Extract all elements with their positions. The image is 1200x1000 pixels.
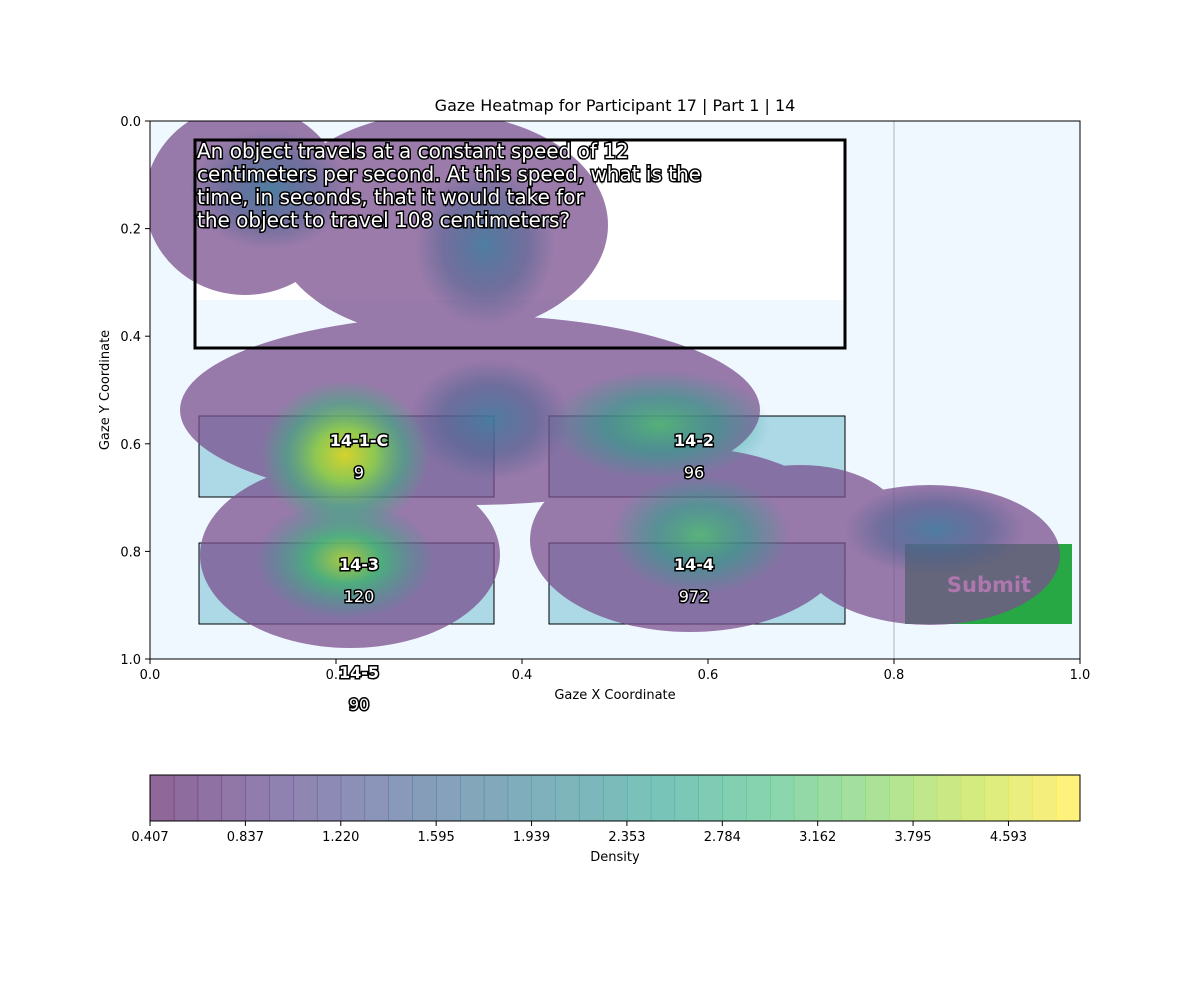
density-spot [845, 485, 1025, 575]
chart-title: Gaze Heatmap for Participant 17 | Part 1… [435, 96, 796, 115]
density-spot [255, 500, 435, 620]
density-spot [415, 165, 555, 325]
colorbar-band [603, 775, 628, 821]
colorbar-tick-label: 0.837 [227, 830, 264, 845]
colorbar-band [293, 775, 318, 821]
colorbar-band [197, 775, 223, 821]
x-tick-label: 0.2 [326, 668, 347, 683]
colorbar-band [173, 775, 199, 821]
density-spot [190, 130, 350, 250]
question-line: An object travels at a constant speed of… [197, 139, 701, 232]
density-spot [410, 360, 570, 480]
colorbar-band [984, 775, 1009, 821]
colorbar-band [436, 775, 461, 821]
x-tick-label: 0.8 [884, 668, 905, 683]
option-id: 14-3 [339, 555, 379, 574]
colorbar-band [650, 775, 676, 821]
x-tick-label: 0.0 [140, 668, 161, 683]
colorbar-band [722, 775, 747, 821]
colorbar-tick-label: 1.939 [513, 830, 550, 845]
colorbar-tick-label: 2.353 [608, 830, 645, 845]
colorbar-band [674, 775, 699, 821]
colorbar-band [507, 775, 533, 821]
density-spot [610, 475, 790, 595]
colorbar-band [460, 775, 485, 821]
x-axis-label: Gaze X Coordinate [554, 688, 675, 703]
x-tick-label: 0.6 [698, 668, 719, 683]
colorbar-band [555, 775, 580, 821]
colorbar-band [889, 775, 914, 821]
colorbar-band [150, 775, 175, 821]
colorbar-band [913, 775, 938, 821]
colorbar-tick-label: 0.407 [131, 830, 168, 845]
option-value: 972 [679, 587, 710, 606]
colorbar-band [936, 775, 962, 821]
submit-label[interactable]: Submit [947, 573, 1031, 597]
option-value: 90 [349, 695, 369, 714]
colorbar-band [746, 775, 771, 821]
colorbar-band [531, 775, 556, 821]
option-value: 9 [354, 463, 364, 482]
colorbar-band [388, 775, 413, 821]
x-tick-label: 0.4 [512, 668, 533, 683]
question-box [193, 138, 847, 350]
colorbar-band [960, 775, 986, 821]
y-tick-label: 0.0 [120, 115, 141, 130]
colorbar-band [269, 775, 294, 821]
colorbar-band [340, 775, 366, 821]
colorbar-band [245, 775, 270, 821]
plot-frame [149, 120, 1081, 660]
colorbar-band [316, 775, 342, 821]
colorbar-tick-label: 1.595 [418, 830, 455, 845]
colorbar-band [626, 775, 652, 821]
colorbar-band [698, 775, 723, 821]
colorbar-band [817, 775, 843, 821]
colorbar-band [483, 775, 509, 821]
colorbar-band [865, 775, 890, 821]
colorbar-frame [149, 774, 1081, 822]
option-id: 14-2 [674, 431, 714, 450]
density-spot [550, 370, 770, 480]
colorbar-tick-label: 4.593 [990, 830, 1027, 845]
colorbar-band [412, 775, 437, 821]
colorbar-band [1056, 775, 1081, 821]
y-tick-label: 0.2 [120, 223, 141, 238]
option-value: 96 [684, 463, 704, 482]
x-tick-label: 1.0 [1070, 668, 1091, 683]
colorbar-tick-label: 2.784 [704, 830, 741, 845]
colorbar-band [841, 775, 866, 821]
y-tick-label: 1.0 [120, 653, 141, 668]
colorbar-tick-label: 1.220 [322, 830, 359, 845]
colorbar-band [221, 775, 246, 821]
colorbar-band [579, 775, 604, 821]
colorbar-band [1008, 775, 1033, 821]
option-id: 14-4 [674, 555, 714, 574]
y-tick-label: 0.4 [120, 330, 141, 345]
colorbar-band [770, 775, 795, 821]
colorbar-band [1032, 775, 1057, 821]
colorbar-band [793, 775, 819, 821]
density-spot [260, 380, 430, 530]
y-tick-label: 0.8 [120, 545, 141, 560]
option-id: 14-5 [339, 663, 379, 682]
colorbar-tick-label: 3.795 [894, 830, 931, 845]
heatmap [150, 121, 1060, 648]
colorbar-label: Density [590, 850, 640, 865]
option-id: 14-1-C [330, 431, 388, 450]
y-tick-label: 0.6 [120, 438, 141, 453]
y-axis-label: Gaze Y Coordinate [98, 330, 113, 450]
colorbar-tick-label: 3.162 [799, 830, 836, 845]
colorbar-band [364, 775, 389, 821]
option-value: 120 [344, 587, 375, 606]
